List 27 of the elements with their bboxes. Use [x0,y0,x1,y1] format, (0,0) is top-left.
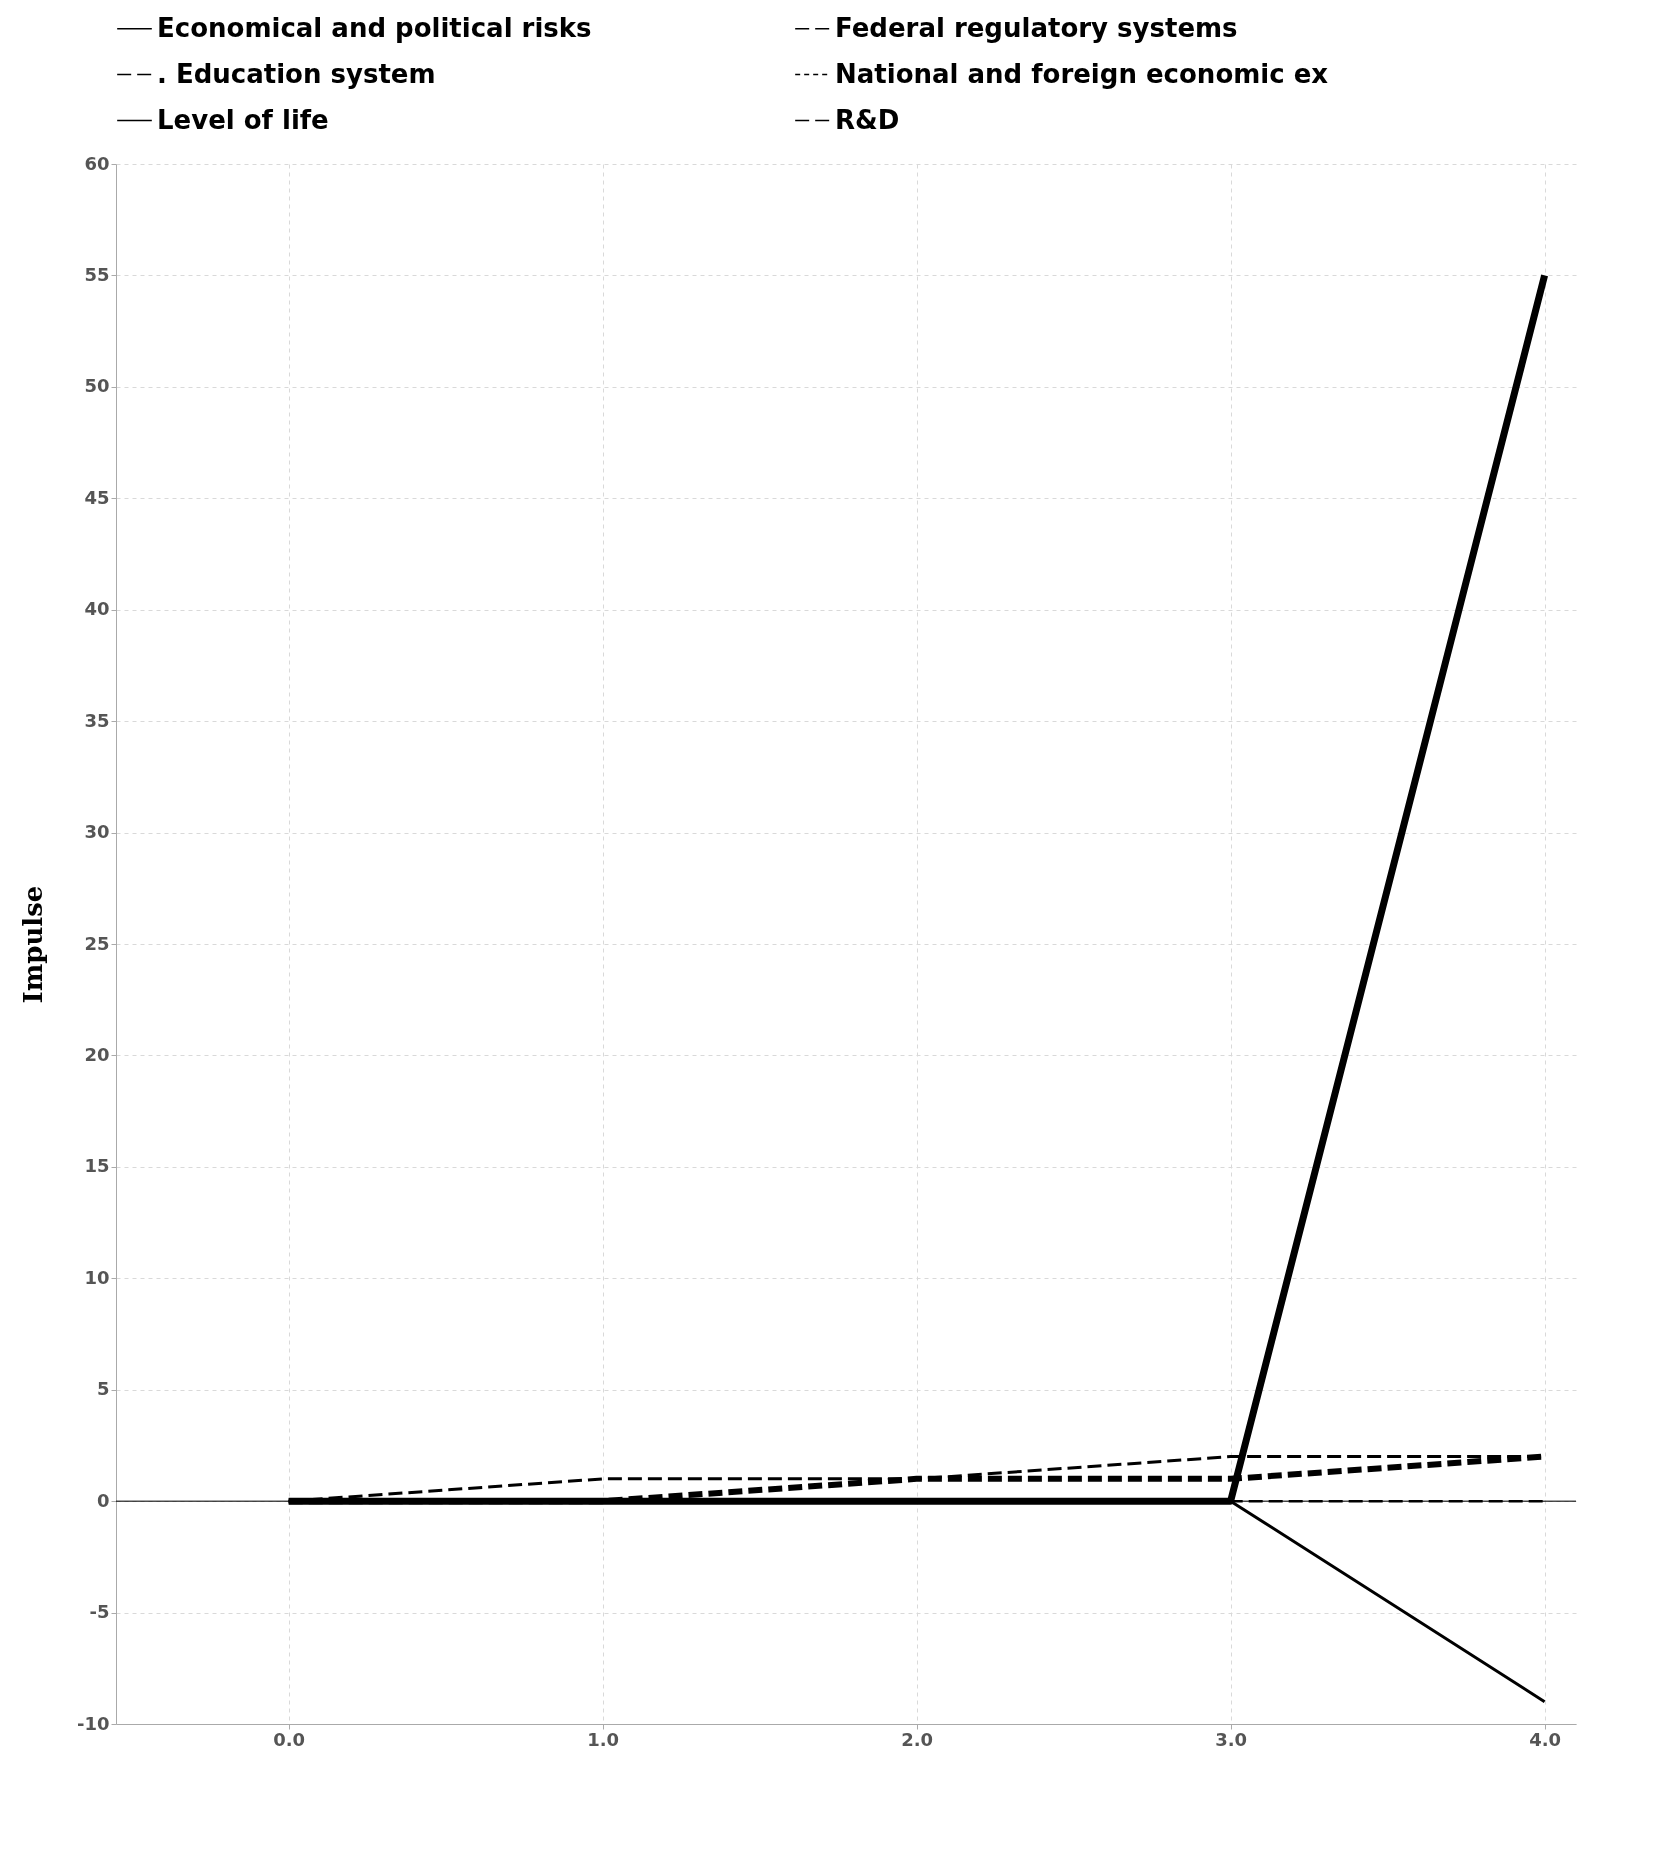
y-tick-label: 5 [96,1378,110,1400]
y-tick-label: 10 [84,1266,110,1288]
x-tick-label: 2.0 [901,1728,934,1750]
y-axis-title: Impulse [17,885,48,1004]
x-tick-label: 0.0 [273,1728,306,1750]
x-tick-label: 1.0 [587,1728,620,1750]
legend-label: Level of life [157,104,329,135]
y-tick-label: 30 [84,821,110,843]
y-tick-label: 45 [84,486,110,508]
y-tick-label: 40 [84,598,110,620]
y-tick-label: 25 [84,932,110,954]
y-tick-label: -5 [89,1601,110,1623]
y-tick-label: 55 [84,263,110,285]
legend-label: National and foreign economic ex [835,58,1329,89]
y-tick-label: 60 [84,152,110,174]
legend-label: Economical and political risks [157,12,592,43]
legend-label: Federal regulatory systems [835,12,1238,43]
x-tick-label: 4.0 [1529,1728,1562,1750]
y-tick-label: 0 [96,1489,110,1511]
y-tick-label: 15 [84,1155,110,1177]
y-tick-label: 50 [84,375,110,397]
x-tick-label: 3.0 [1215,1728,1248,1750]
y-tick-label: -10 [76,1712,110,1734]
y-tick-label: 20 [84,1043,110,1065]
y-tick-label: 35 [84,709,110,731]
legend-label: R&D [835,104,900,135]
legend-label: . Education system [157,58,436,89]
